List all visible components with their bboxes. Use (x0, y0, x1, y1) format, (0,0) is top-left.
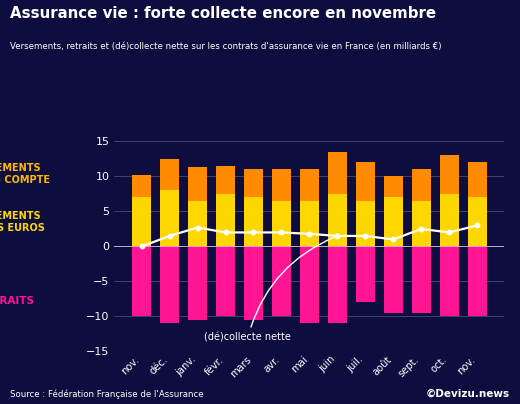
Bar (384, 246, 403, 313)
Text: VERSEMENTS
FONDS EUROS: VERSEMENTS FONDS EUROS (0, 211, 45, 233)
Bar (328, 246, 347, 324)
Text: Assurance vie : forte collecte encore en novembre: Assurance vie : forte collecte encore en… (10, 6, 436, 21)
Text: Versements, retraits et (dé)collecte nette sur les contrats d'assurance vie en F: Versements, retraits et (dé)collecte net… (10, 42, 442, 51)
Bar (244, 246, 263, 320)
Bar (132, 198, 151, 246)
Bar (300, 246, 319, 324)
Bar (188, 167, 207, 201)
Bar (440, 156, 459, 194)
Text: ©Devizu.news: ©Devizu.news (425, 389, 510, 399)
Bar (412, 169, 431, 201)
Bar (300, 201, 319, 246)
Bar (440, 194, 459, 246)
Bar (160, 246, 179, 324)
Bar (412, 246, 431, 313)
Text: RETRAITS: RETRAITS (0, 296, 34, 306)
Bar (467, 198, 487, 246)
Bar (356, 201, 375, 246)
Bar (160, 190, 179, 246)
Bar (272, 169, 291, 201)
Bar (328, 152, 347, 194)
Bar (188, 201, 207, 246)
Bar (467, 246, 487, 316)
Bar (188, 246, 207, 320)
Bar (132, 246, 151, 316)
Bar (132, 175, 151, 198)
Bar (384, 198, 403, 246)
Text: (dé)collecte nette: (dé)collecte nette (204, 237, 335, 343)
Bar (160, 159, 179, 190)
Bar (412, 201, 431, 246)
Bar (300, 169, 319, 201)
Bar (216, 166, 235, 194)
Bar (440, 246, 459, 316)
Bar (272, 201, 291, 246)
Bar (384, 177, 403, 198)
Bar (356, 246, 375, 303)
Bar (467, 162, 487, 198)
Bar (328, 194, 347, 246)
Bar (244, 198, 263, 246)
Text: Source : Fédération Française de l'Assurance: Source : Fédération Française de l'Assur… (10, 389, 204, 399)
Bar (216, 246, 235, 316)
Bar (272, 246, 291, 316)
Text: VERSEMENTS
UNITÉS COMPTE: VERSEMENTS UNITÉS COMPTE (0, 163, 50, 185)
Bar (216, 194, 235, 246)
Bar (356, 162, 375, 201)
Bar (244, 169, 263, 198)
